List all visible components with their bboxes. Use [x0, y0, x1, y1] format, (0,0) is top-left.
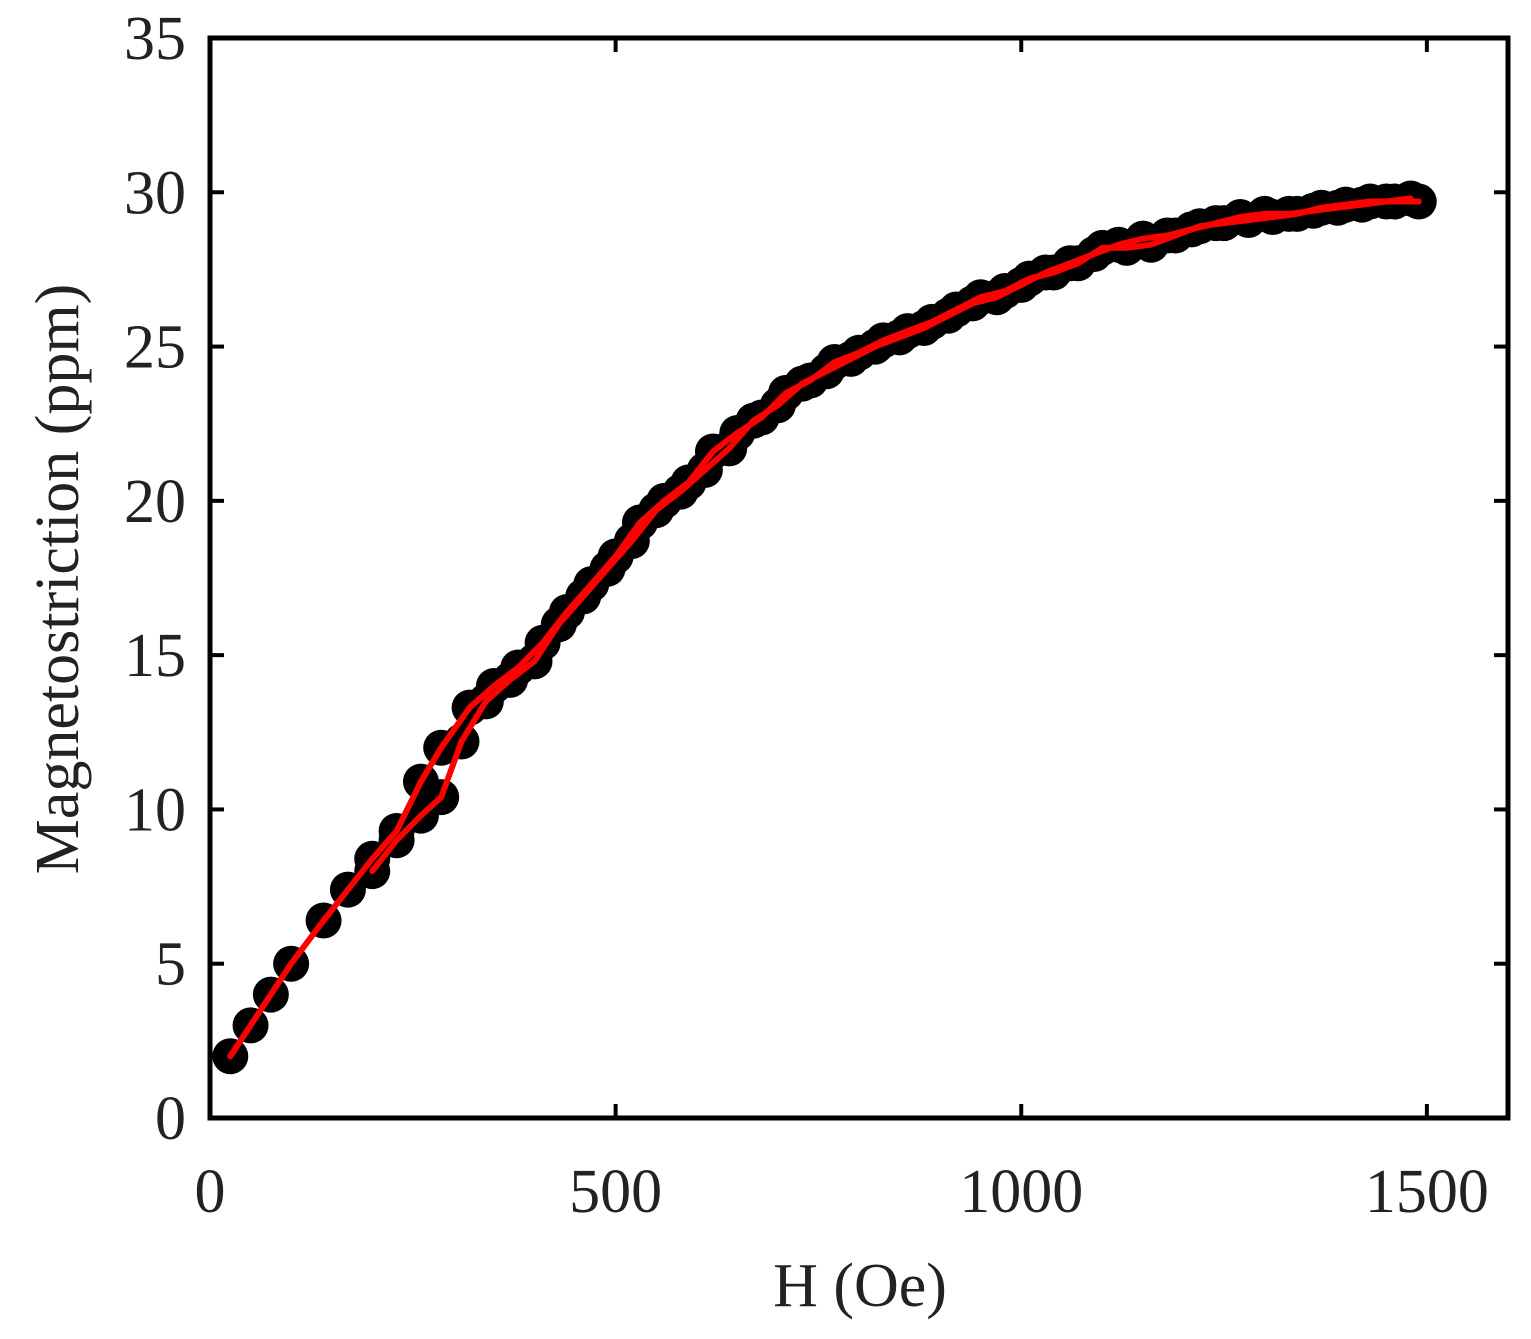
y-tick-label: 25 [124, 314, 186, 382]
x-tick-label: 1000 [959, 1158, 1083, 1226]
y-tick-label: 5 [155, 931, 186, 999]
axes [207, 35, 1511, 1121]
plot-frame [207, 35, 1511, 1121]
y-tick-label: 15 [124, 622, 186, 690]
x-tick-label: 0 [195, 1158, 226, 1226]
x-tick-label: 500 [569, 1158, 662, 1226]
series-line [369, 195, 1414, 875]
tick-labels: 0 500 1000 1500 0 5 10 15 20 25 30 35 [124, 5, 1489, 1226]
x-tick-label: 1500 [1365, 1158, 1489, 1226]
y-tick-label: 10 [124, 776, 186, 844]
y-tick-label: 35 [124, 5, 186, 73]
y-tick-label: 0 [155, 1085, 186, 1153]
fit-lines [227, 195, 1422, 1060]
x-axis-title: H (Oe) [773, 1252, 947, 1320]
y-axis-title: Magnetostriction (ppm) [24, 284, 92, 875]
y-tick-label: 30 [124, 159, 186, 227]
y-tick-label: 20 [124, 468, 186, 536]
